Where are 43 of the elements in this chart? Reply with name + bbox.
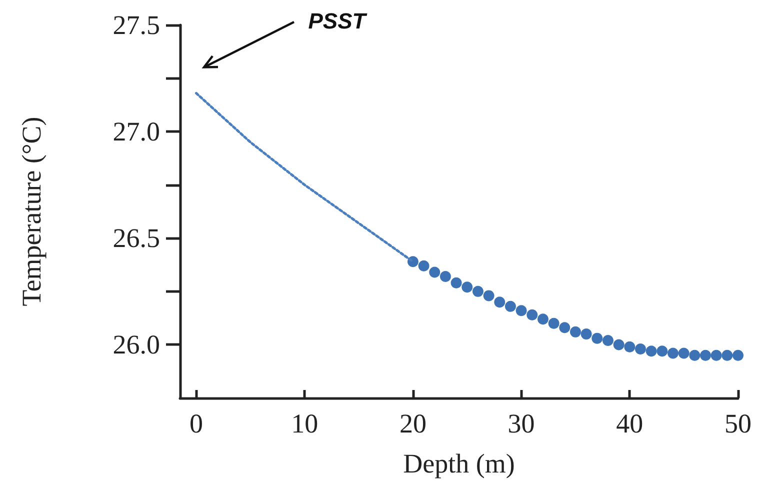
point bbox=[450, 277, 462, 288]
y-tick-label: 27.5 bbox=[112, 10, 160, 40]
y-tick-label: 26.5 bbox=[112, 223, 160, 254]
point bbox=[689, 350, 700, 361]
point bbox=[722, 350, 733, 361]
point bbox=[678, 348, 690, 359]
point bbox=[462, 282, 473, 293]
x-tick-label: 0 bbox=[190, 408, 203, 438]
point bbox=[548, 318, 560, 329]
x-tick-label: 30 bbox=[508, 408, 535, 438]
y-tick-label: 26.0 bbox=[112, 330, 160, 360]
point bbox=[537, 314, 548, 325]
point bbox=[504, 300, 516, 312]
y-tick-label: 27.0 bbox=[112, 116, 160, 147]
point bbox=[494, 296, 506, 308]
point bbox=[429, 266, 440, 278]
point bbox=[710, 350, 722, 361]
x-axis-title: Depth (m) bbox=[403, 448, 515, 478]
x-tick-label: 40 bbox=[616, 408, 644, 438]
point bbox=[526, 309, 538, 320]
y-axis-title: Temperature (°C) bbox=[16, 116, 46, 306]
x-tick-label: 10 bbox=[291, 408, 318, 438]
point bbox=[559, 322, 570, 334]
point bbox=[472, 286, 484, 297]
x-tick-label: 50 bbox=[724, 408, 752, 438]
point bbox=[592, 332, 603, 344]
point bbox=[646, 346, 657, 357]
point bbox=[700, 350, 711, 361]
point bbox=[613, 339, 624, 350]
point bbox=[440, 271, 451, 282]
point bbox=[483, 290, 494, 302]
annotation: PSST bbox=[308, 8, 368, 34]
point bbox=[634, 343, 646, 354]
point bbox=[570, 326, 581, 338]
point bbox=[656, 346, 668, 357]
point bbox=[418, 260, 430, 272]
point bbox=[602, 334, 614, 346]
point bbox=[624, 341, 636, 352]
x-tick-label: 20 bbox=[399, 408, 426, 438]
point bbox=[516, 305, 527, 316]
point bbox=[668, 348, 678, 359]
point bbox=[580, 328, 592, 340]
point bbox=[732, 350, 744, 361]
